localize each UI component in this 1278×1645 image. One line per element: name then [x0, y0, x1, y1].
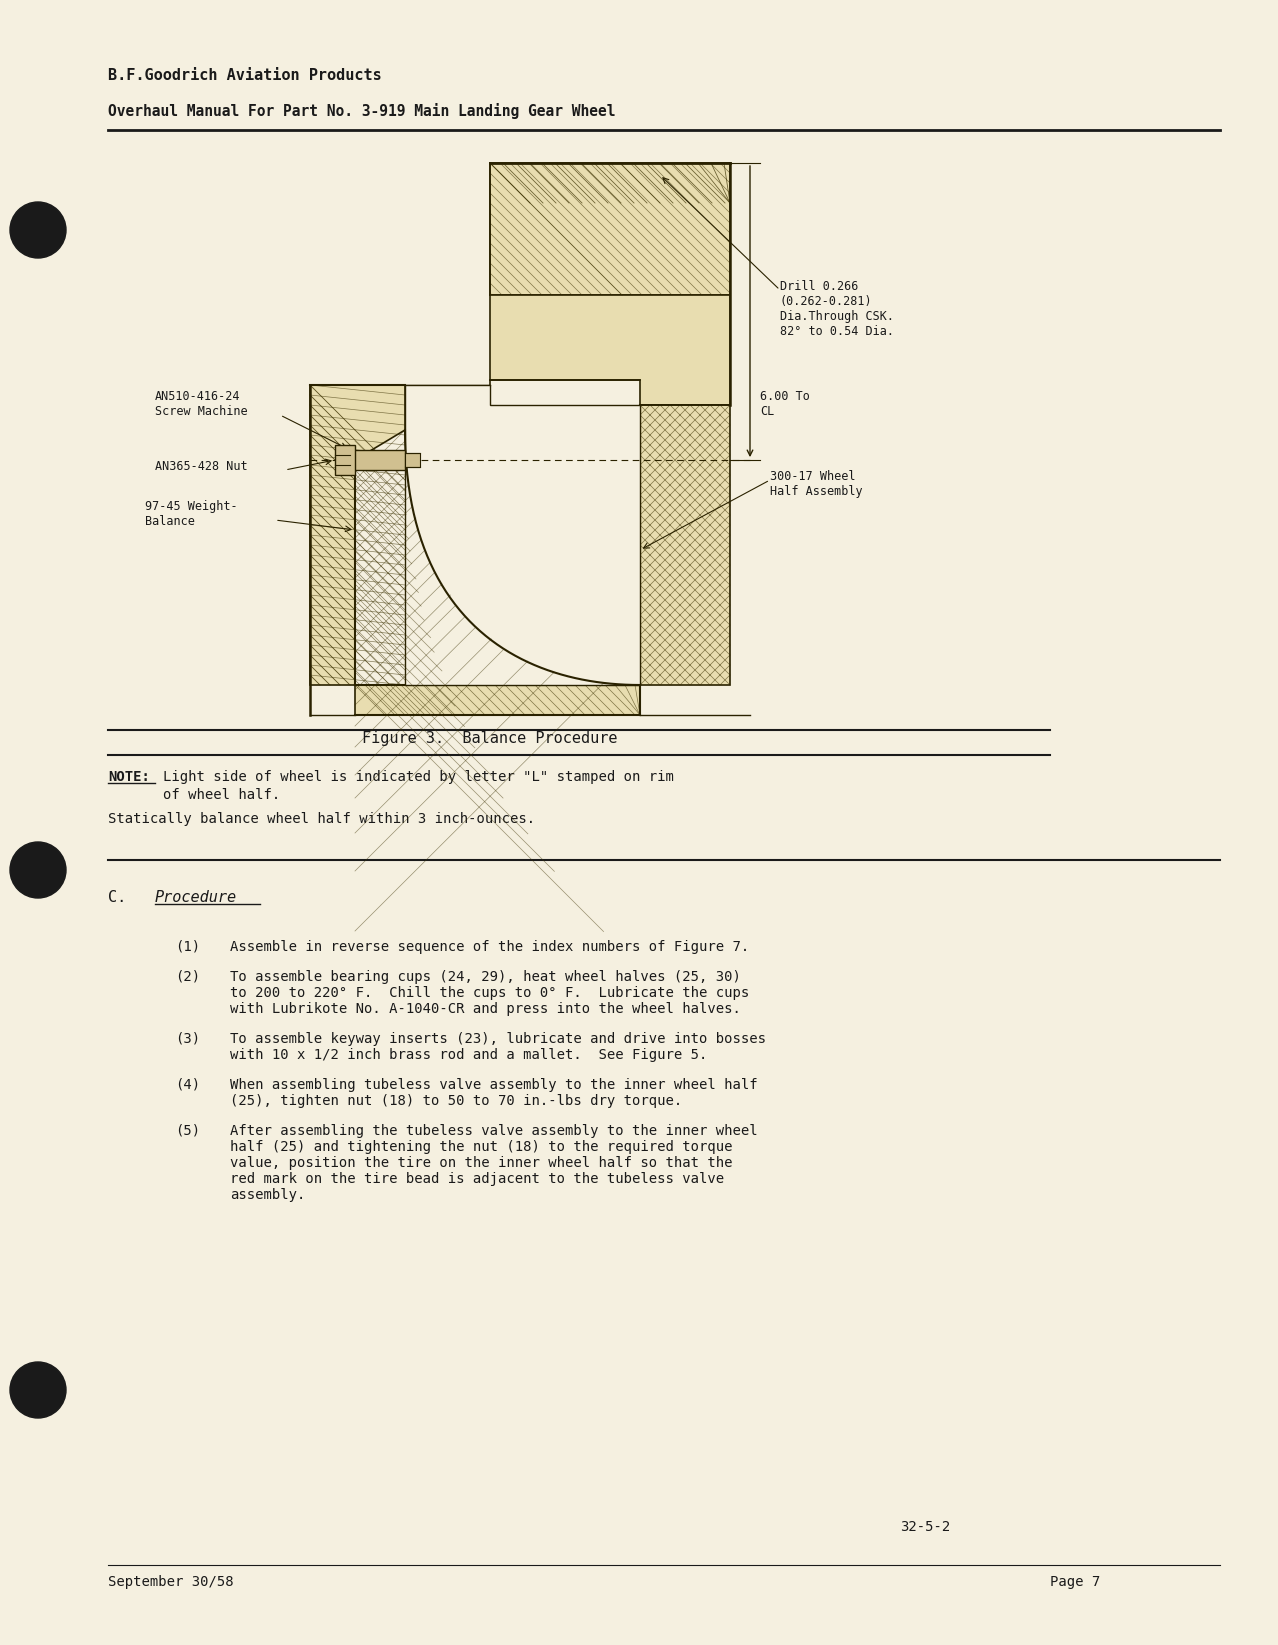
Text: B.F.Goodrich Aviation Products: B.F.Goodrich Aviation Products: [109, 67, 382, 82]
Polygon shape: [489, 163, 730, 294]
Polygon shape: [355, 684, 640, 716]
Polygon shape: [311, 385, 405, 684]
Circle shape: [10, 1362, 66, 1418]
Polygon shape: [640, 405, 730, 684]
Text: (4): (4): [175, 1077, 201, 1092]
Bar: [350, 451, 405, 470]
Bar: [405, 452, 420, 467]
Text: red mark on the tire bead is adjacent to the tubeless valve: red mark on the tire bead is adjacent to…: [230, 1171, 725, 1186]
Text: value, position the tire on the inner wheel half so that the: value, position the tire on the inner wh…: [230, 1156, 732, 1170]
Polygon shape: [405, 385, 640, 684]
Text: 32-5-2: 32-5-2: [900, 1520, 951, 1535]
Text: NOTE:: NOTE:: [109, 770, 150, 785]
Text: half (25) and tightening the nut (18) to the required torque: half (25) and tightening the nut (18) to…: [230, 1140, 732, 1155]
Text: Overhaul Manual For Part No. 3-919 Main Landing Gear Wheel: Overhaul Manual For Part No. 3-919 Main …: [109, 104, 616, 118]
Bar: [335, 446, 355, 475]
Text: Light side of wheel is indicated by letter "L" stamped on rim: Light side of wheel is indicated by lett…: [164, 770, 674, 785]
Text: with 10 x 1/2 inch brass rod and a mallet.  See Figure 5.: with 10 x 1/2 inch brass rod and a malle…: [230, 1048, 708, 1063]
Text: To assemble bearing cups (24, 29), heat wheel halves (25, 30): To assemble bearing cups (24, 29), heat …: [230, 971, 741, 984]
Text: Page 7: Page 7: [1051, 1574, 1100, 1589]
Text: C.: C.: [109, 890, 127, 905]
Text: Assemble in reverse sequence of the index numbers of Figure 7.: Assemble in reverse sequence of the inde…: [230, 939, 749, 954]
Text: After assembling the tubeless valve assembly to the inner wheel: After assembling the tubeless valve asse…: [230, 1124, 758, 1138]
Text: 6.00 To
CL: 6.00 To CL: [760, 390, 810, 418]
Circle shape: [10, 842, 66, 898]
Text: AN365-428 Nut: AN365-428 Nut: [155, 461, 248, 474]
Text: 300-17 Wheel
Half Assembly: 300-17 Wheel Half Assembly: [771, 470, 863, 498]
Text: (2): (2): [175, 971, 201, 984]
Text: (3): (3): [175, 1031, 201, 1046]
Text: (5): (5): [175, 1124, 201, 1138]
Text: with Lubrikote No. A-1040-CR and press into the wheel halves.: with Lubrikote No. A-1040-CR and press i…: [230, 1002, 741, 1017]
Text: Statically balance wheel half within 3 inch-ounces.: Statically balance wheel half within 3 i…: [109, 813, 535, 826]
Text: AN510-416-24
Screw Machine: AN510-416-24 Screw Machine: [155, 390, 248, 418]
Text: assembly.: assembly.: [230, 1188, 305, 1202]
Text: of wheel half.: of wheel half.: [164, 788, 280, 803]
Text: Drill 0.266
(0.262-0.281)
Dia.Through CSK.
82° to 0.54 Dia.: Drill 0.266 (0.262-0.281) Dia.Through CS…: [780, 280, 895, 337]
Circle shape: [10, 202, 66, 258]
Text: September 30/58: September 30/58: [109, 1574, 234, 1589]
Text: Figure 3.  Balance Procedure: Figure 3. Balance Procedure: [362, 730, 617, 745]
Polygon shape: [489, 294, 730, 405]
Text: When assembling tubeless valve assembly to the inner wheel half: When assembling tubeless valve assembly …: [230, 1077, 758, 1092]
Text: Procedure: Procedure: [155, 890, 238, 905]
Text: 97-45 Weight-
Balance: 97-45 Weight- Balance: [144, 500, 238, 528]
Text: to 200 to 220° F.  Chill the cups to 0° F.  Lubricate the cups: to 200 to 220° F. Chill the cups to 0° F…: [230, 985, 749, 1000]
Text: To assemble keyway inserts (23), lubricate and drive into bosses: To assemble keyway inserts (23), lubrica…: [230, 1031, 766, 1046]
Text: (25), tighten nut (18) to 50 to 70 in.-lbs dry torque.: (25), tighten nut (18) to 50 to 70 in.-l…: [230, 1094, 682, 1109]
Text: (1): (1): [175, 939, 201, 954]
